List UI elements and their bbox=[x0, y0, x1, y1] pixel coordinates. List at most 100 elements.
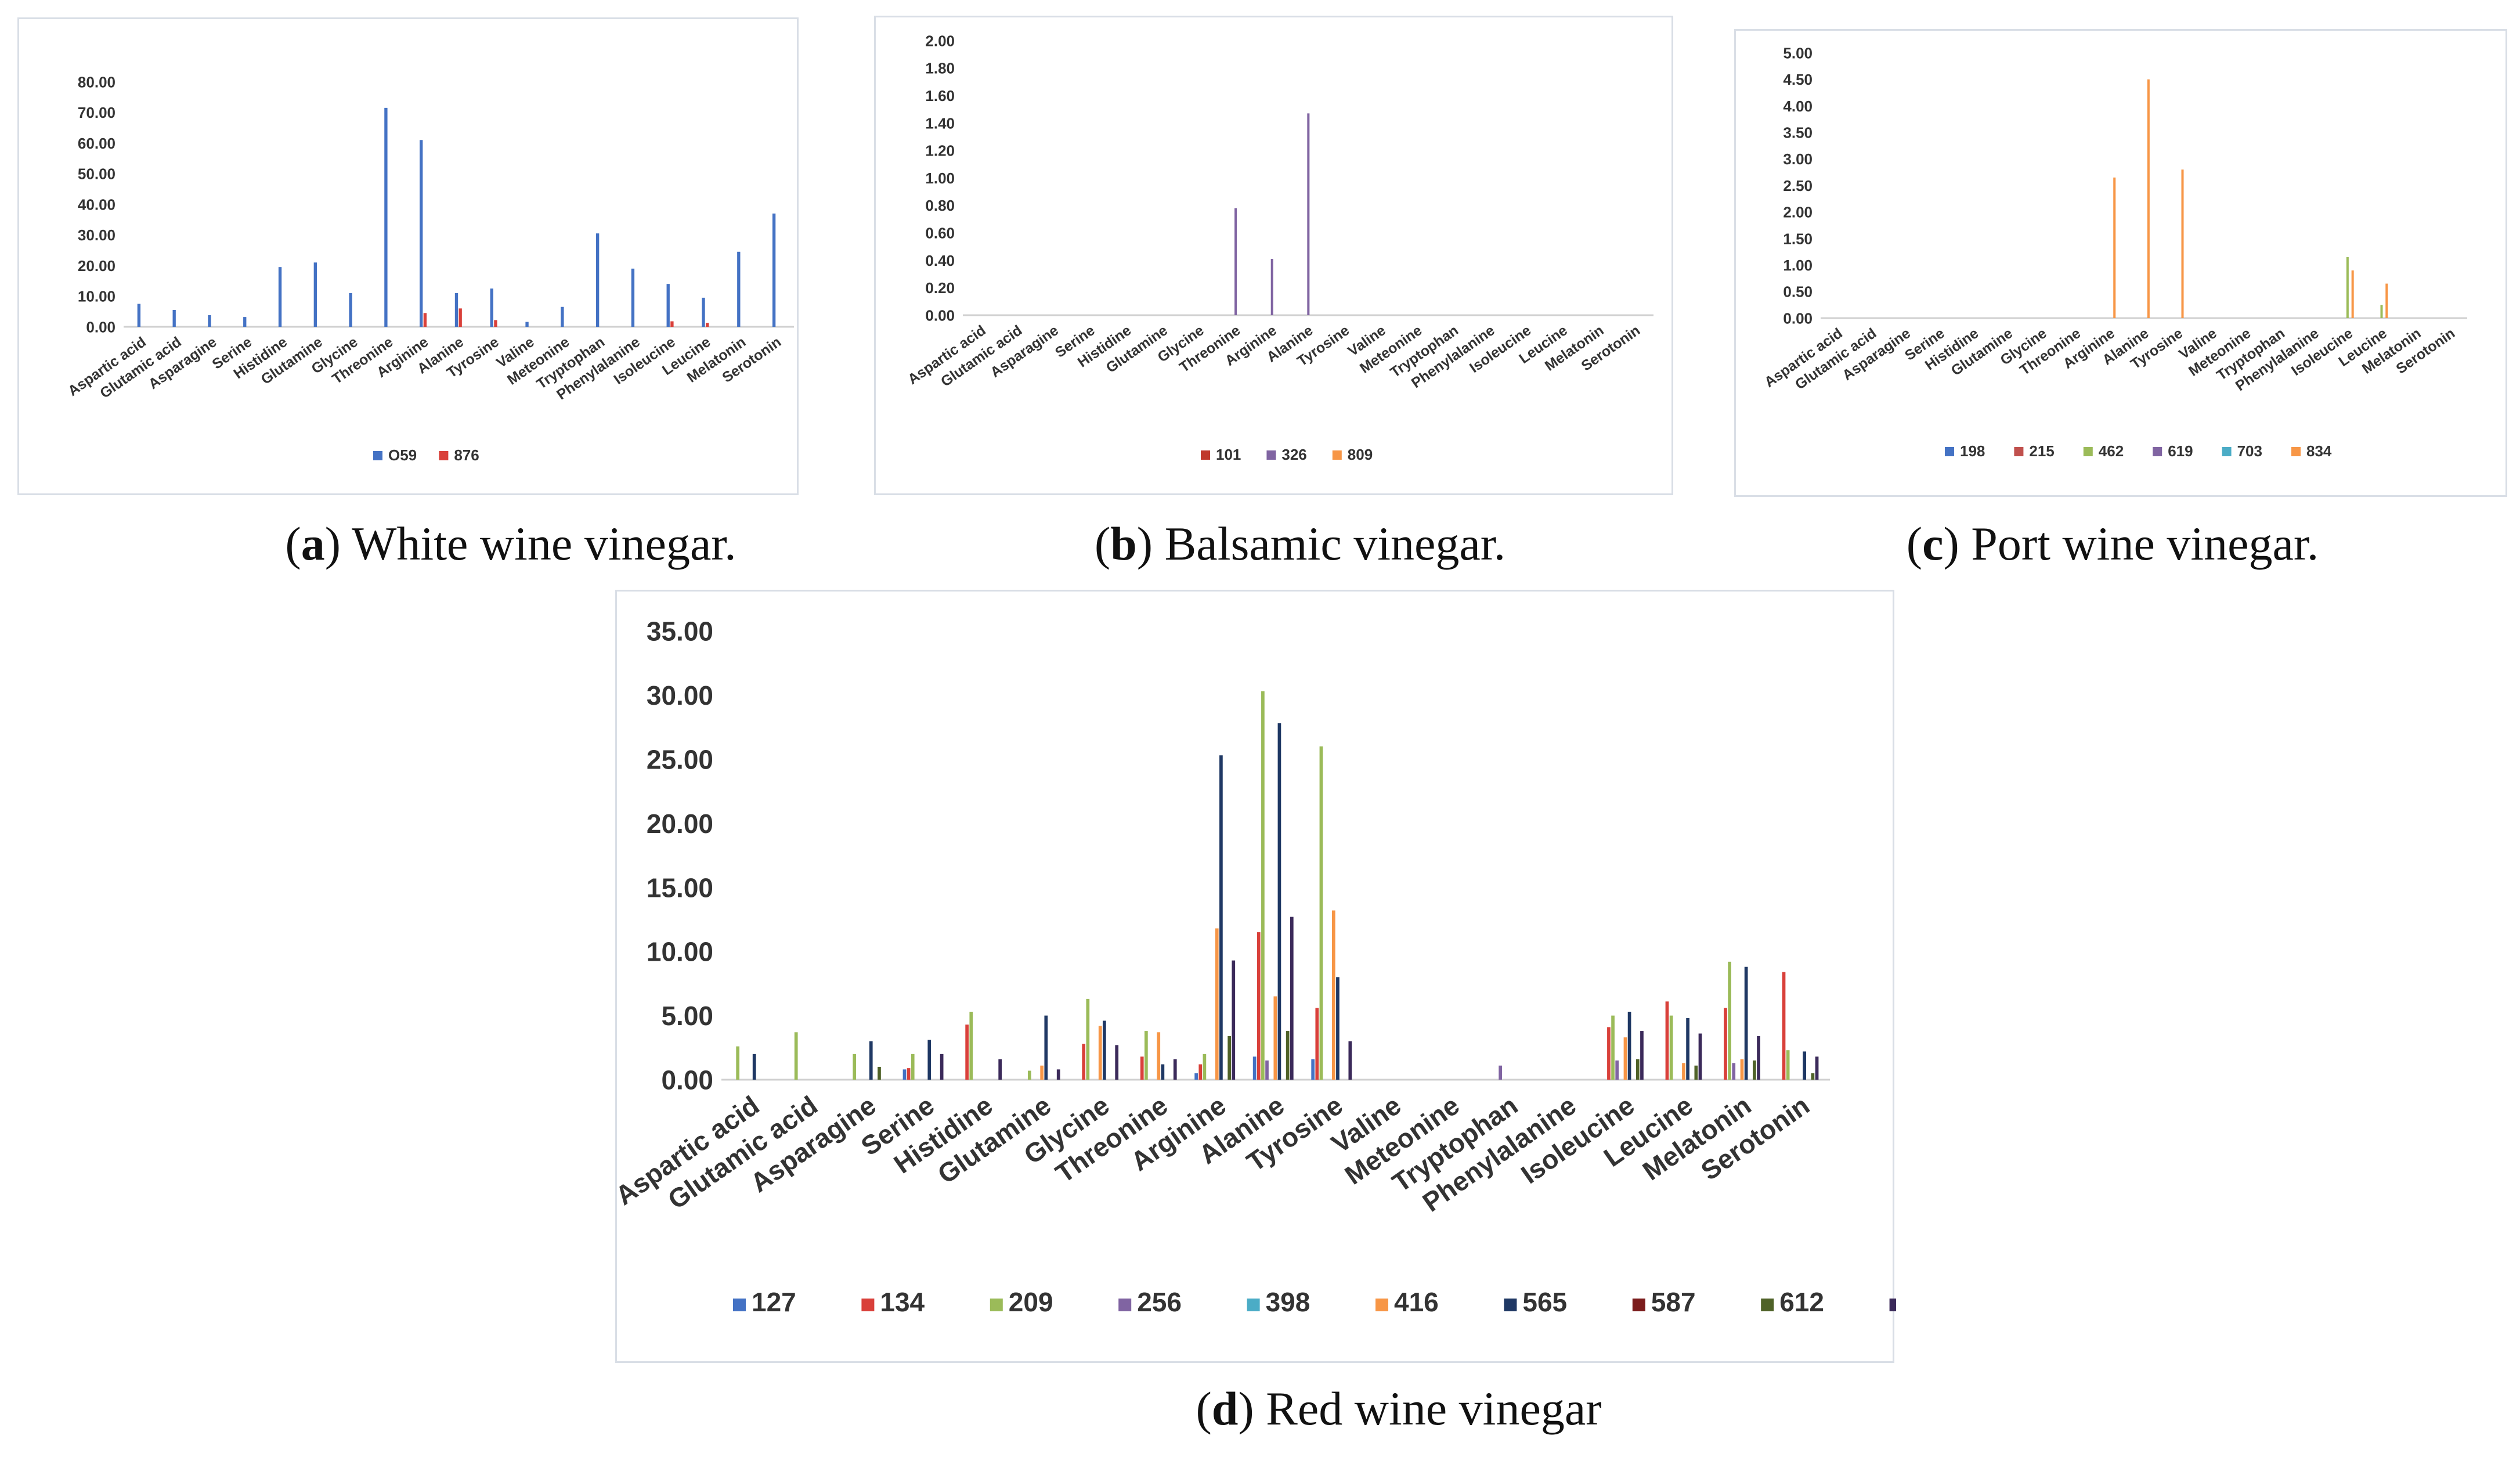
bar-d-901-melatonin bbox=[1757, 1036, 1760, 1080]
bar-d-134-threonine bbox=[1140, 1056, 1144, 1080]
y-tick-label: 1.00 bbox=[925, 169, 955, 187]
y-tick-label: 3.50 bbox=[1783, 124, 1813, 141]
bar-b-326-threonine bbox=[1234, 208, 1237, 315]
legend-swatch bbox=[1945, 447, 1954, 456]
bar-d-901-serotonin bbox=[1815, 1056, 1819, 1080]
y-tick-label: 60.00 bbox=[78, 135, 115, 152]
bar-a-O59-glycine bbox=[349, 293, 352, 327]
y-tick-label: 2.50 bbox=[1783, 177, 1813, 194]
bar-d-127-tyrosine bbox=[1311, 1059, 1315, 1080]
bar-d-209-alanine bbox=[1261, 691, 1265, 1080]
legend-label: 101 bbox=[1216, 446, 1241, 463]
bar-a-O59-isoleucine bbox=[666, 284, 670, 327]
bar-d-565-aspartic-acid bbox=[752, 1054, 756, 1080]
bar-a-O59-aspartic-acid bbox=[137, 304, 141, 327]
bar-a-O59-tryptophan bbox=[595, 233, 600, 327]
caption-b: (b) Balsamic vinegar. bbox=[1094, 517, 1506, 570]
bar-d-209-melatonin bbox=[1728, 961, 1731, 1080]
y-tick-label: 0.80 bbox=[925, 197, 955, 214]
bar-d-209-glutamic-acid bbox=[794, 1032, 798, 1080]
caption-a-letter: a bbox=[301, 517, 325, 570]
bar-d-612-arginine bbox=[1227, 1036, 1231, 1080]
y-tick-label: 80.00 bbox=[78, 73, 115, 91]
legend-label: 134 bbox=[880, 1287, 925, 1317]
legend-label: 612 bbox=[1779, 1287, 1824, 1317]
bar-c-834-arginine bbox=[2113, 177, 2116, 318]
bar-d-127-alanine bbox=[1252, 1056, 1257, 1080]
bar-a-O59-phenylalanine bbox=[631, 268, 635, 327]
legend-label: 127 bbox=[752, 1287, 796, 1317]
legend-label: 876 bbox=[454, 446, 479, 464]
caption-c-text: ) Port wine vinegar. bbox=[1943, 517, 2319, 570]
y-tick-label: 1.40 bbox=[925, 114, 955, 132]
chart-d-svg: 0.005.0010.0015.0020.0025.0030.0035.00As… bbox=[617, 616, 1896, 1317]
legend-swatch bbox=[1332, 450, 1342, 460]
bar-a-876-tyrosine bbox=[494, 320, 497, 327]
y-tick-label: 0.60 bbox=[925, 224, 955, 241]
bar-d-134-serotonin bbox=[1782, 972, 1786, 1080]
bar-d-901-glutamine bbox=[1056, 1069, 1060, 1080]
y-tick-label: 10.00 bbox=[647, 937, 713, 967]
y-tick-label: 4.50 bbox=[1783, 71, 1813, 88]
legend-swatch bbox=[1632, 1299, 1645, 1311]
bar-d-134-glycine bbox=[1082, 1044, 1086, 1080]
bar-d-416-arginine bbox=[1215, 928, 1219, 1080]
y-tick-label: 0.00 bbox=[925, 306, 955, 324]
bar-c-834-tyrosine bbox=[2181, 169, 2184, 318]
bar-d-209-asparagine bbox=[853, 1054, 857, 1080]
y-tick-label: 0.20 bbox=[925, 279, 955, 297]
caption-d-text: ) Red wine vinegar bbox=[1238, 1382, 1602, 1435]
bar-d-416-melatonin bbox=[1740, 1059, 1744, 1080]
y-tick-label: 3.00 bbox=[1783, 150, 1813, 168]
bar-d-134-isoleucine bbox=[1607, 1027, 1611, 1080]
bar-d-209-isoleucine bbox=[1611, 1015, 1615, 1080]
bar-d-901-leucine bbox=[1698, 1033, 1702, 1080]
bar-a-O59-arginine bbox=[420, 140, 423, 327]
y-tick-label: 1.80 bbox=[925, 60, 955, 77]
bar-d-612-alanine bbox=[1286, 1031, 1290, 1080]
bar-a-O59-glutamine bbox=[313, 262, 317, 327]
legend-swatch bbox=[373, 451, 382, 460]
bar-d-134-alanine bbox=[1257, 932, 1261, 1080]
y-tick-label: 70.00 bbox=[78, 104, 115, 121]
bar-d-612-serotonin bbox=[1811, 1073, 1815, 1080]
bar-d-209-glycine bbox=[1086, 998, 1090, 1080]
legend-swatch bbox=[2291, 447, 2301, 456]
bar-a-O59-leucine bbox=[702, 297, 705, 327]
bar-d-416-tyrosine bbox=[1331, 910, 1335, 1080]
y-tick-label: 2.00 bbox=[925, 32, 955, 49]
y-tick-label: 40.00 bbox=[78, 196, 115, 213]
bar-d-565-threonine bbox=[1161, 1064, 1165, 1080]
legend-swatch bbox=[1504, 1299, 1517, 1311]
bar-a-O59-meteonine bbox=[561, 306, 564, 327]
bar-d-612-asparagine bbox=[878, 1066, 881, 1080]
bar-d-209-serotonin bbox=[1786, 1050, 1790, 1080]
bar-d-209-leucine bbox=[1669, 1015, 1673, 1080]
legend-swatch bbox=[439, 451, 449, 460]
legend-label: 215 bbox=[2029, 442, 2054, 460]
legend-label: 326 bbox=[1281, 446, 1306, 463]
caption-c: (c) Port wine vinegar. bbox=[1906, 517, 2319, 570]
bar-c-834-leucine bbox=[2385, 283, 2388, 318]
chart-panel-b: 0.00 0.20 0.40 0.60 0.80 1.00 1.20 1.40 1.60 1.80… bbox=[874, 16, 1673, 495]
y-tick-label: 1.50 bbox=[1783, 230, 1813, 247]
bar-a-O59-histidine bbox=[278, 267, 282, 327]
caption-c-letter: c bbox=[1922, 517, 1944, 570]
y-tick-label: 0.50 bbox=[1783, 283, 1813, 301]
bar-a-O59-threonine bbox=[384, 107, 388, 327]
bar-d-901-serine bbox=[940, 1054, 944, 1080]
legend-label: 198 bbox=[1960, 442, 1985, 460]
legend-label: 462 bbox=[2099, 442, 2124, 460]
bar-d-901-histidine bbox=[998, 1059, 1002, 1080]
bar-d-134-serine bbox=[907, 1068, 911, 1080]
legend-swatch bbox=[1889, 1299, 1896, 1311]
chart-panel-c: 0.00 0.50 1.00 1.50 2.00 2.50 3.00 3.50 4.00 4.50… bbox=[1734, 29, 2507, 497]
y-tick-label: 35.00 bbox=[647, 616, 713, 647]
bar-d-209-aspartic-acid bbox=[736, 1046, 740, 1080]
bar-a-876-leucine bbox=[706, 323, 709, 327]
bar-b-326-alanine bbox=[1307, 113, 1310, 315]
bar-d-565-melatonin bbox=[1744, 966, 1748, 1080]
bar-a-O59-melatonin bbox=[737, 251, 741, 327]
y-tick-label: 15.00 bbox=[647, 872, 713, 903]
bar-a-O59-glutamic-acid bbox=[172, 309, 176, 327]
